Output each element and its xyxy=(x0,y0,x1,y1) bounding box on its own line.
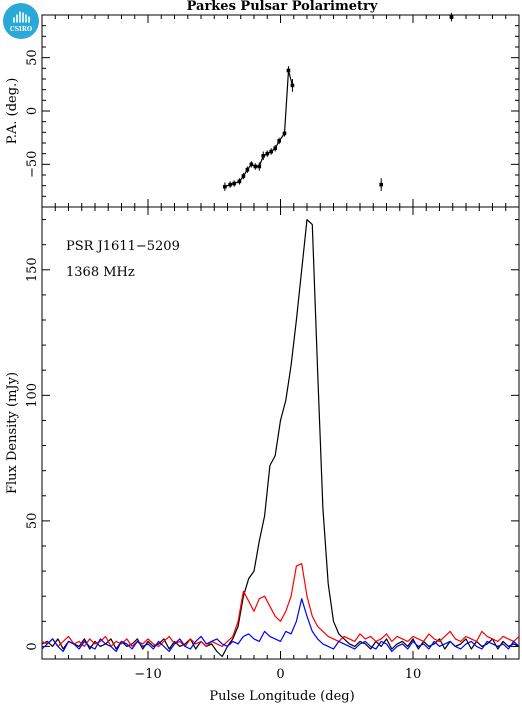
x-axis-label: Pulse Longitude (deg) xyxy=(209,689,354,704)
pa-point xyxy=(241,174,246,178)
pa-point xyxy=(265,151,270,156)
pa-point xyxy=(228,182,232,187)
profile-series-line xyxy=(41,598,520,653)
pa-point xyxy=(257,164,262,169)
profile-series-line xyxy=(41,562,520,648)
flux-tick-label: 150 xyxy=(25,257,40,282)
pa-tick-label: −50 xyxy=(25,151,40,178)
profile-series-line xyxy=(41,219,520,658)
logo-text: CSIRO xyxy=(10,26,32,33)
pa-point xyxy=(282,131,287,136)
pa-point xyxy=(290,83,295,88)
flux-tick-label: 0 xyxy=(25,642,40,650)
pa-point-isolated xyxy=(449,15,454,19)
csiro-logo: CSIRO xyxy=(3,3,39,39)
flux-axis-label: Flux Density (mJy) xyxy=(5,372,20,494)
pa-point xyxy=(237,179,242,184)
pa-point xyxy=(249,162,254,167)
pa-point-isolated xyxy=(379,182,383,187)
flux-tick-label: 50 xyxy=(25,513,40,530)
x-tick-label: 10 xyxy=(405,667,422,682)
pa-point xyxy=(269,149,274,154)
x-tick-label: −10 xyxy=(134,667,161,682)
pa-point xyxy=(245,167,250,172)
pa-axis-label: P.A. (deg.) xyxy=(5,78,20,145)
pa-point xyxy=(232,181,236,186)
pa-point xyxy=(286,68,291,73)
pa-point xyxy=(273,146,277,151)
x-tick-label: 0 xyxy=(276,667,284,682)
pa-point xyxy=(253,164,258,169)
pa-curve xyxy=(224,70,293,188)
frequency-label: 1368 MHz xyxy=(66,265,135,280)
pa-point xyxy=(223,184,227,189)
axis-ticks xyxy=(41,14,520,659)
profile-lines xyxy=(41,219,520,658)
tick-labels: −10 0 10 −50 0 50 0 50 100 150 xyxy=(25,49,421,682)
pa-tick-label: 0 xyxy=(25,107,40,115)
pulsar-name-label: PSR J1611−5209 xyxy=(66,239,180,254)
flux-tick-label: 100 xyxy=(25,383,40,408)
pa-point xyxy=(277,139,281,143)
chart-title: Parkes Pulsar Polarimetry xyxy=(187,0,378,14)
pa-panel-frame xyxy=(41,14,520,208)
pa-points xyxy=(223,12,454,191)
pa-tick-label: 50 xyxy=(25,49,40,66)
pa-point xyxy=(261,154,266,158)
